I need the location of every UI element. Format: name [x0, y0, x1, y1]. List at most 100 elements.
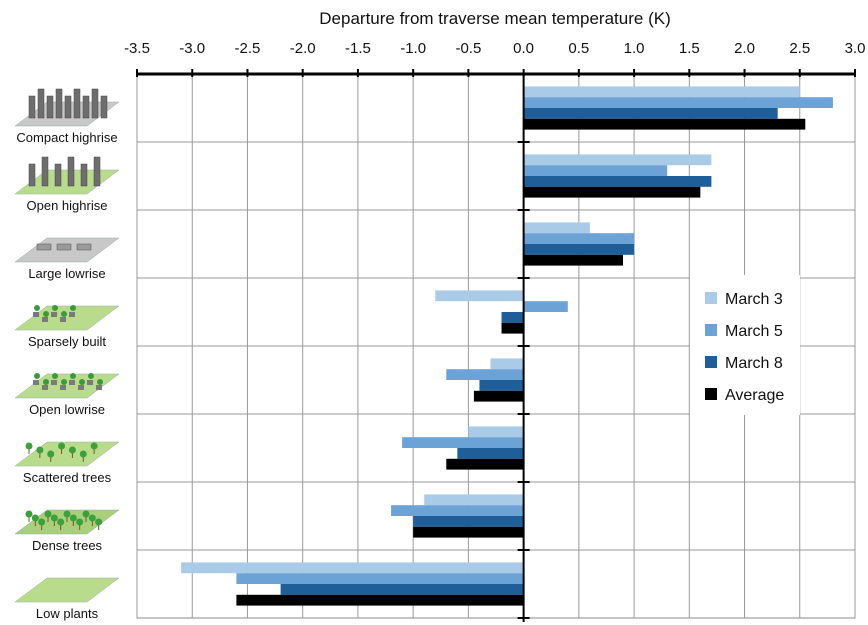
bar-march-5: [391, 505, 524, 516]
building-shape: [87, 380, 93, 385]
category-label: Compact highrise: [16, 130, 117, 145]
building-shape: [78, 385, 84, 390]
tree-shape: [43, 311, 49, 317]
bar-average: [473, 390, 524, 402]
bar-average: [236, 594, 524, 606]
legend-label: March 8: [725, 355, 783, 372]
building-shape: [69, 312, 75, 317]
ground-shape: [14, 169, 120, 195]
building-shape: [55, 88, 63, 119]
x-axis-title: Departure from traverse mean temperature…: [319, 9, 670, 28]
ground-shape: [14, 577, 120, 603]
ground-shape: [14, 373, 120, 399]
building-shape: [93, 156, 101, 187]
bar-march-3: [468, 426, 524, 438]
tree-shape: [70, 305, 76, 311]
bar-march-5: [523, 301, 568, 312]
bar-march-3: [424, 494, 524, 506]
building-shape: [36, 243, 52, 251]
building-shape: [60, 317, 66, 322]
bar-average: [523, 254, 624, 266]
tree-shape: [58, 442, 66, 450]
building-shape: [51, 312, 57, 317]
tree-shape: [79, 450, 87, 458]
bar-march-5: [523, 165, 668, 176]
tree-shape: [69, 514, 77, 522]
x-tick-label: 2.0: [734, 40, 755, 57]
tree-shape: [82, 510, 90, 518]
low-plants-icon: [14, 577, 120, 603]
bar-march-8: [457, 448, 524, 459]
building-shape: [91, 88, 99, 119]
tree-shape: [88, 514, 96, 522]
building-shape: [33, 312, 39, 317]
category-label: Sparsely built: [28, 334, 106, 349]
bar-march-5: [402, 437, 524, 448]
tree-shape: [70, 373, 76, 379]
bar-march-3: [523, 154, 712, 166]
bar-march-3: [181, 562, 524, 574]
building-shape: [100, 95, 108, 119]
building-shape: [41, 156, 49, 187]
bar-march-5: [523, 97, 833, 108]
x-tick-label: -1.0: [400, 40, 426, 57]
tree-shape: [47, 450, 55, 458]
tree-shape: [95, 518, 103, 526]
building-shape: [80, 163, 88, 187]
tree-shape: [88, 373, 94, 379]
bar-average: [523, 118, 806, 130]
building-shape: [46, 95, 54, 119]
tree-shape: [38, 518, 46, 526]
tree-shape: [25, 510, 33, 518]
building-shape: [42, 317, 48, 322]
x-tick-label: -1.5: [345, 40, 371, 57]
bar-march-5: [446, 369, 524, 380]
bar-average: [501, 322, 524, 334]
large-lowrise-icon: [14, 237, 120, 263]
tree-shape: [50, 514, 58, 522]
tree-shape: [90, 442, 98, 450]
x-tick-label: -2.5: [235, 40, 261, 57]
open-lowrise-icon: [14, 373, 120, 399]
legend-swatch: [705, 324, 717, 336]
tree-shape: [52, 373, 58, 379]
building-shape: [42, 385, 48, 390]
category-label: Large lowrise: [28, 266, 105, 281]
bar-average: [446, 458, 524, 470]
x-tick-label: -3.5: [124, 40, 150, 57]
compact-highrise-icon: [14, 88, 120, 127]
x-tick-label: 2.5: [789, 40, 810, 57]
ground-shape: [14, 305, 120, 331]
category-label: Scattered trees: [23, 470, 112, 485]
scattered-trees-icon: [14, 441, 120, 467]
tree-shape: [61, 311, 67, 317]
legend-label: March 5: [725, 323, 783, 340]
building-shape: [76, 243, 92, 251]
axis-layer: [136, 69, 856, 622]
bar-march-3: [523, 86, 800, 98]
dense-trees-icon: [14, 509, 120, 535]
bar-average: [523, 186, 701, 198]
tree-shape: [63, 510, 71, 518]
x-tick-label: -2.0: [290, 40, 316, 57]
category-label: Open lowrise: [29, 402, 105, 417]
category-label: Dense trees: [32, 538, 103, 553]
legend-swatch: [705, 388, 717, 400]
x-tick-label: 1.0: [624, 40, 645, 57]
x-tick-label: 1.5: [679, 40, 700, 57]
label-layer: -3.5 -3.0 -2.5 -2.0 -1.5 -1.0 -0.5 0.0 0.5 1.0 1.5…: [16, 40, 865, 621]
building-shape: [82, 95, 90, 119]
x-tick-label: 0.5: [568, 40, 589, 57]
bar-march-8: [523, 244, 635, 255]
category-icons: [14, 88, 120, 603]
building-shape: [28, 163, 36, 187]
tree-shape: [34, 373, 40, 379]
tree-shape: [68, 446, 76, 454]
bar-march-3: [523, 222, 590, 234]
x-tick-label: -3.0: [179, 40, 205, 57]
building-shape: [96, 385, 102, 390]
tree-shape: [34, 305, 40, 311]
building-shape: [33, 380, 39, 385]
